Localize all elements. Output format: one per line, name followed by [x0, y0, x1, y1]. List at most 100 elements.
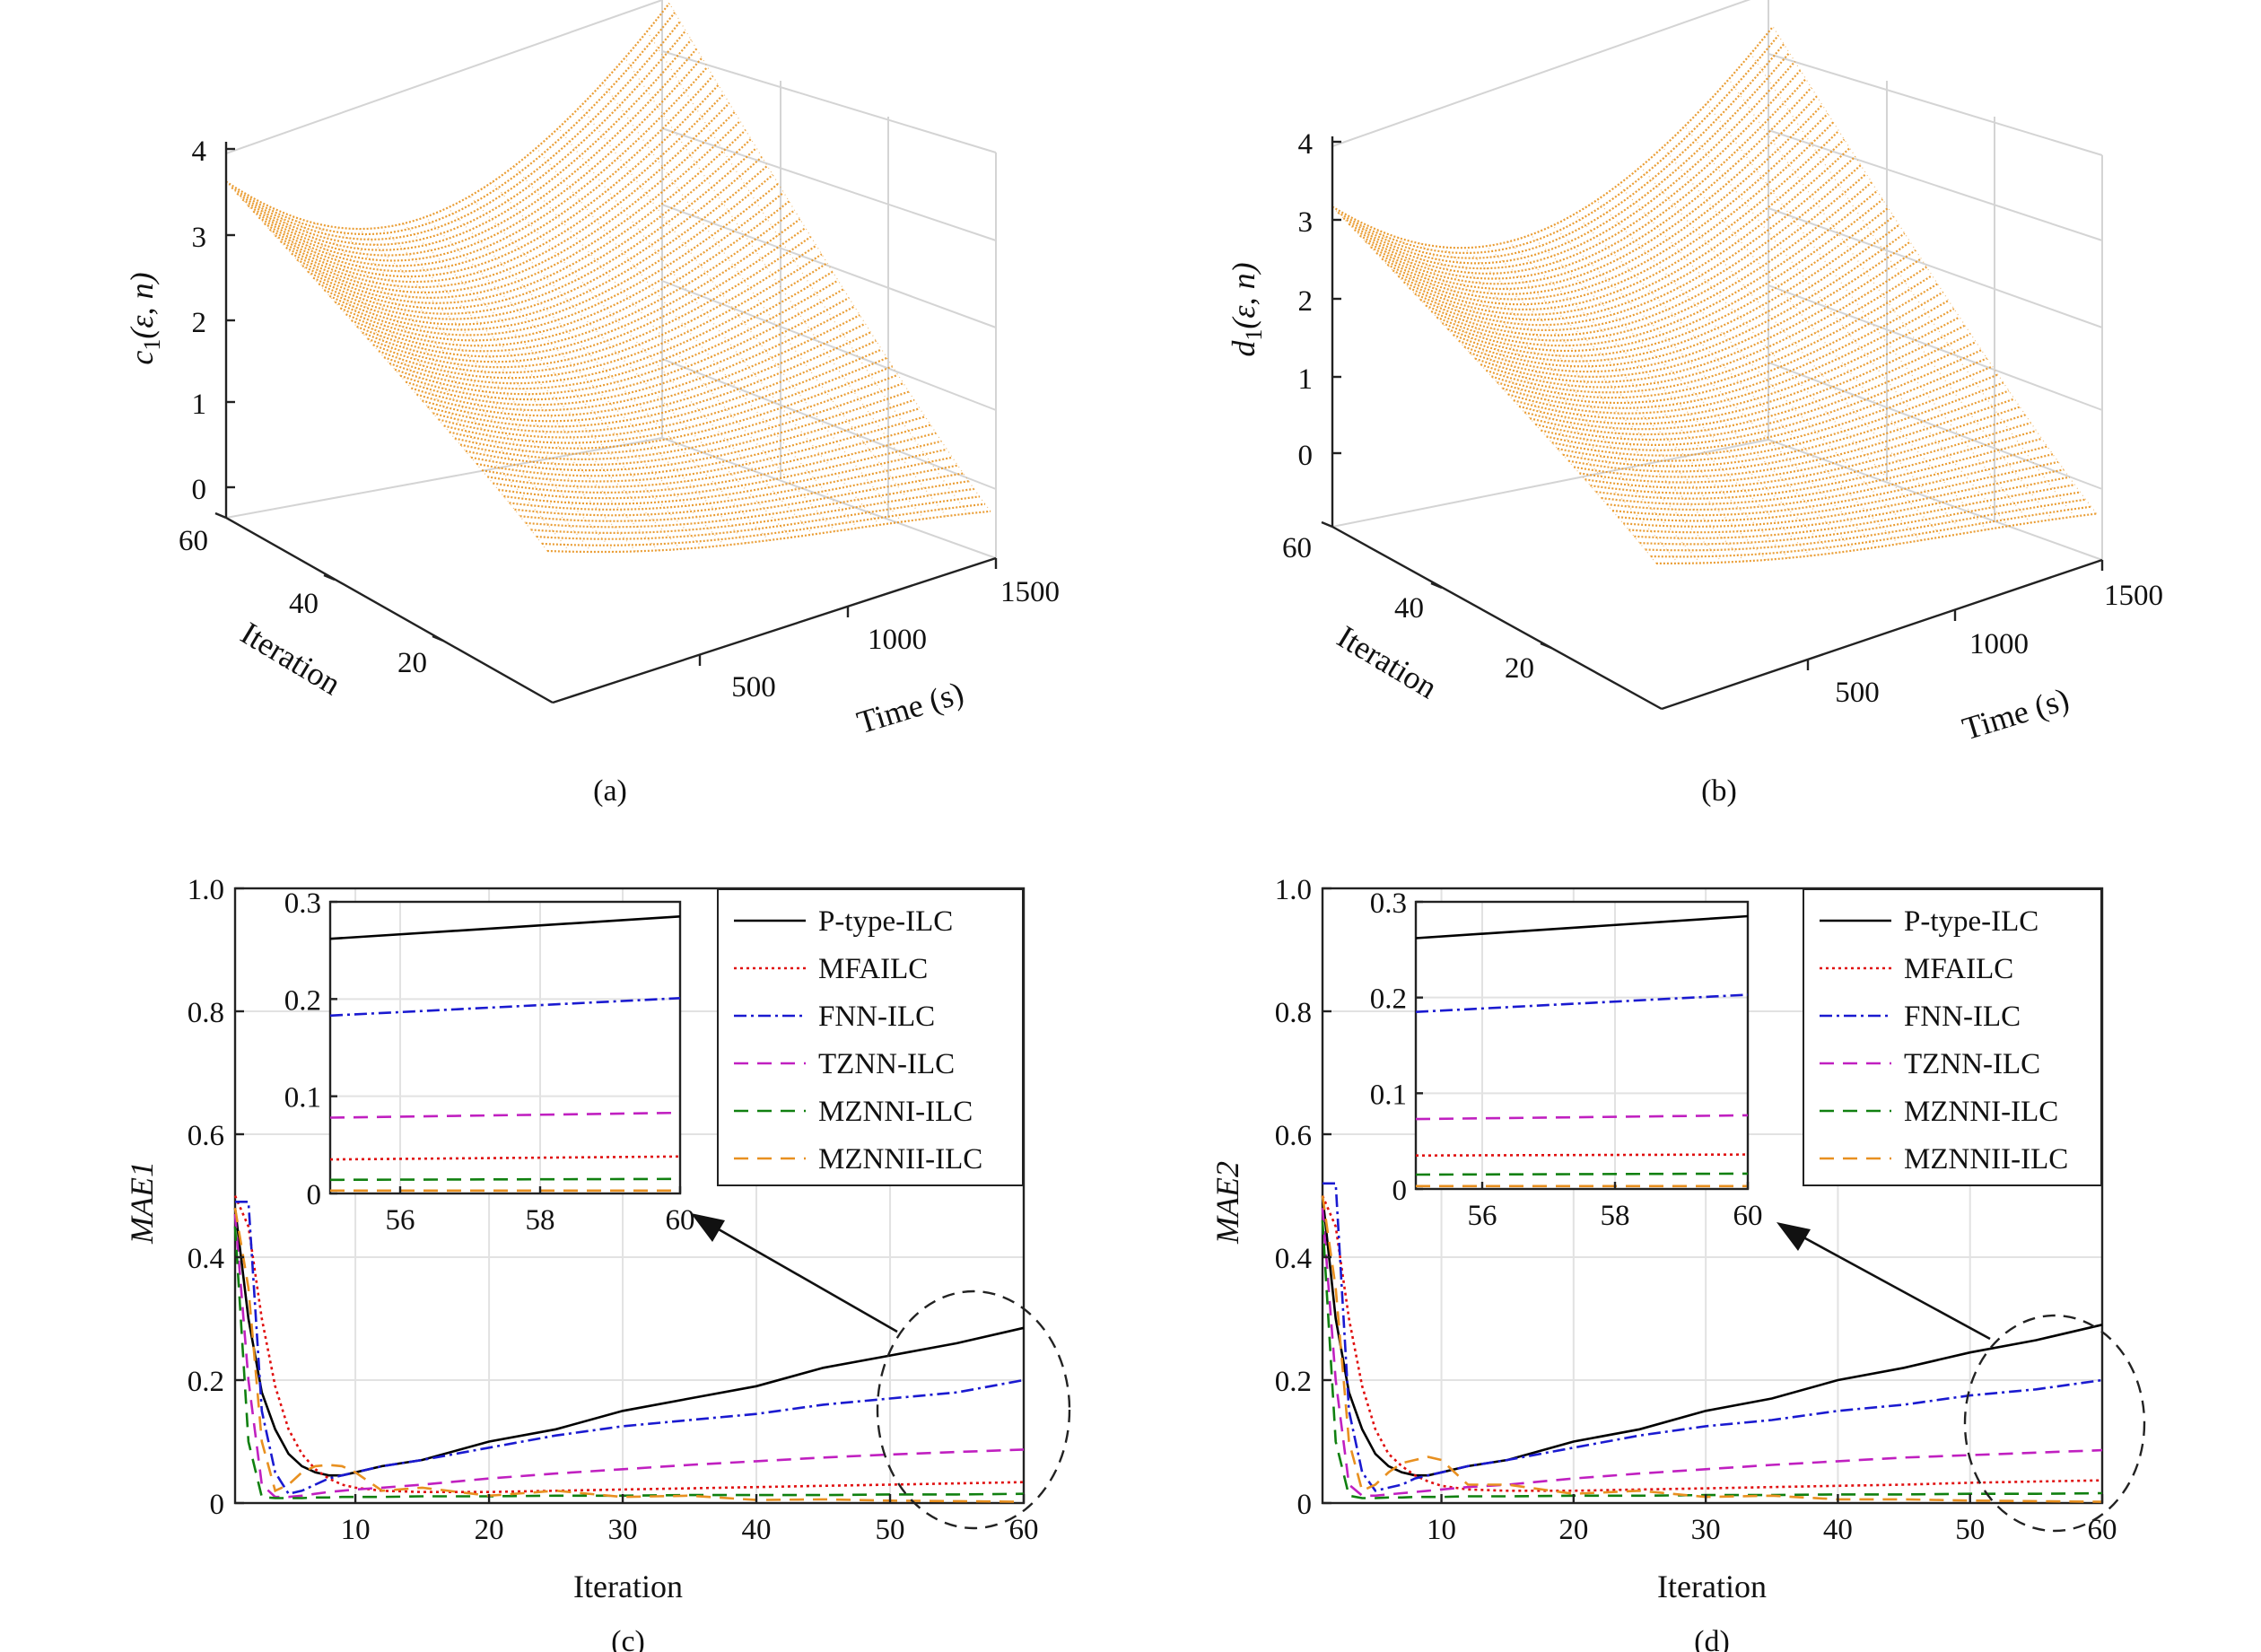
inset-y-tick-label: 0.2 — [1370, 983, 1407, 1016]
surface-line-iter-33 — [1480, 258, 1922, 389]
surface-line-time — [225, 180, 548, 552]
z-tick-b-1: 1 — [1298, 363, 1314, 396]
inset-series-c — [329, 915, 681, 1193]
surface-line-iter-24 — [422, 322, 866, 423]
surface-line-time — [624, 57, 947, 517]
surface-line-iter-36 — [1463, 232, 1906, 373]
legend-label-mznni-ilc: MZNNI-ILC — [818, 1096, 973, 1128]
x-axis-a — [552, 556, 997, 704]
x-axis-label-c: Iteration — [573, 1569, 683, 1604]
surface-line-iter-26 — [410, 305, 855, 412]
surface-line-time — [1618, 184, 1943, 538]
x-tick-a-1500: 1500 — [1000, 576, 1060, 608]
inset-y-tick-label: 0.1 — [1370, 1079, 1407, 1111]
surface-line-time — [1463, 247, 1789, 559]
surface-line-iter-51 — [275, 84, 720, 278]
series-line-mznnii-ilc — [233, 1207, 1025, 1503]
surface-line-iter-39 — [339, 191, 785, 342]
inset-line-fnn-ilc — [329, 997, 681, 1018]
surface-line-iter-56 — [247, 39, 693, 251]
surface-line-time — [491, 181, 814, 535]
ticks-c: 10 20 30 40 50 60 0 0.2 0.4 0.6 0.8 1.0 — [188, 874, 1039, 1546]
surface-line-iter-17 — [459, 382, 904, 461]
surface-line-iter-57 — [241, 30, 687, 246]
surface-line-iter-27 — [1513, 308, 1955, 420]
y-tick-b-40: 40 — [1394, 592, 1424, 625]
inset-x-tick-label: 60 — [666, 1204, 695, 1237]
y-tick-label: 1.0 — [1275, 874, 1312, 906]
x-tick-label: 20 — [1558, 1514, 1588, 1546]
panel-b-surface: 0 1 2 3 4 60 40 20 500 1000 1500 Iterati… — [1226, 0, 2163, 808]
inset-line-mznni-ilc — [1415, 1172, 1749, 1176]
surface-line-iter-40 — [1441, 198, 1883, 353]
surface-line-iter-27 — [405, 296, 850, 406]
surface-line-iter-6 — [1628, 476, 2070, 534]
x-tick-b-1000: 1000 — [1969, 628, 2029, 660]
surface-line-iter-35 — [362, 227, 807, 363]
surface-line-iter-25 — [415, 314, 860, 417]
legend-label-fnn-ilc: FNN-ILC — [1904, 1001, 2021, 1033]
surface-line-iter-34 — [1474, 249, 1916, 383]
z-tick-a-3: 3 — [192, 222, 207, 254]
y-tick-label: 0.4 — [1275, 1243, 1312, 1275]
legend-c — [717, 888, 1024, 1186]
surface-line-iter-7 — [1623, 468, 2065, 528]
surface-line-iter-15 — [470, 398, 915, 472]
surface-line-time — [1728, 78, 2054, 520]
surface-line-iter-12 — [1595, 429, 2037, 500]
x-tick-a-500: 500 — [731, 671, 776, 704]
surface-line-iter-7 — [514, 464, 958, 517]
inset-x-tick-label: 58 — [1601, 1200, 1630, 1232]
surface-line-iter-38 — [1453, 215, 1895, 363]
inset-line-mfailc — [1415, 1153, 1749, 1157]
surface-line-time — [1772, 26, 2098, 514]
y-axis-label-c: MAE1 — [124, 1161, 160, 1245]
caption-c: (c) — [611, 1625, 645, 1652]
surface-line-time — [1552, 224, 1877, 548]
z-tick-a-0: 0 — [192, 474, 207, 506]
surface-line-iter-46 — [301, 129, 746, 304]
surface-line-iter-37 — [351, 209, 796, 353]
surface-line-iter-46 — [1409, 147, 1851, 321]
x-tick-b-1500: 1500 — [2104, 580, 2163, 612]
series-line-mznni-ilc — [233, 1226, 1025, 1499]
x-axis-b — [1661, 558, 2103, 711]
y-axis-label-d: MAE2 — [1209, 1161, 1245, 1245]
surface-line-time — [1706, 102, 2031, 523]
z-tick-a-2: 2 — [192, 307, 207, 339]
surface-line-iter-8 — [509, 456, 953, 511]
x-tick-label: 20 — [475, 1514, 504, 1546]
surface-line-time — [1398, 237, 1723, 564]
surface-line-iter-60 — [1331, 26, 1774, 249]
surface-line-iter-37 — [1458, 223, 1900, 368]
surface-line-time — [513, 165, 836, 532]
series-line-tznn-ilc — [1321, 1208, 2103, 1498]
inset-line-tznn-ilc — [329, 1111, 681, 1119]
surface-line-time — [1331, 205, 1657, 564]
surface-line-iter-48 — [1397, 130, 1840, 310]
surface-line-iter-49 — [285, 102, 730, 289]
surface-line-iter-5 — [1634, 484, 2075, 539]
surface-mesh-b — [1331, 26, 2098, 565]
x-tick-b-500: 500 — [1835, 677, 1880, 709]
inset-y-tick-label: 0 — [307, 1179, 322, 1211]
legend-label-p-type-ilc: P-type-ILC — [818, 905, 953, 938]
inset-ticks-d: 56 58 60 0 0.1 0.2 0.3 — [1370, 887, 1763, 1232]
y-tick-a-60: 60 — [179, 525, 208, 557]
x-tick-label: 10 — [341, 1514, 371, 1546]
surface-line-time — [1574, 214, 1899, 545]
surface-line-iter-38 — [345, 200, 790, 347]
surface-line-iter-35 — [1469, 240, 1911, 379]
surface-line-time — [403, 223, 725, 546]
surface-line-iter-3 — [1645, 498, 2086, 552]
inset-x-tick-label: 58 — [526, 1204, 555, 1237]
surface-line-time — [668, 3, 991, 512]
surface-line-iter-11 — [493, 432, 937, 494]
surface-line-iter-34 — [367, 235, 812, 369]
y-tick-b-60: 60 — [1282, 532, 1312, 564]
inset-x-tick-label: 60 — [1733, 1200, 1763, 1232]
inset-frame-d — [1414, 900, 1750, 1191]
zoom-arrow-d — [1785, 1226, 1991, 1341]
legend-label-fnn-ilc: FNN-ILC — [818, 1001, 935, 1033]
